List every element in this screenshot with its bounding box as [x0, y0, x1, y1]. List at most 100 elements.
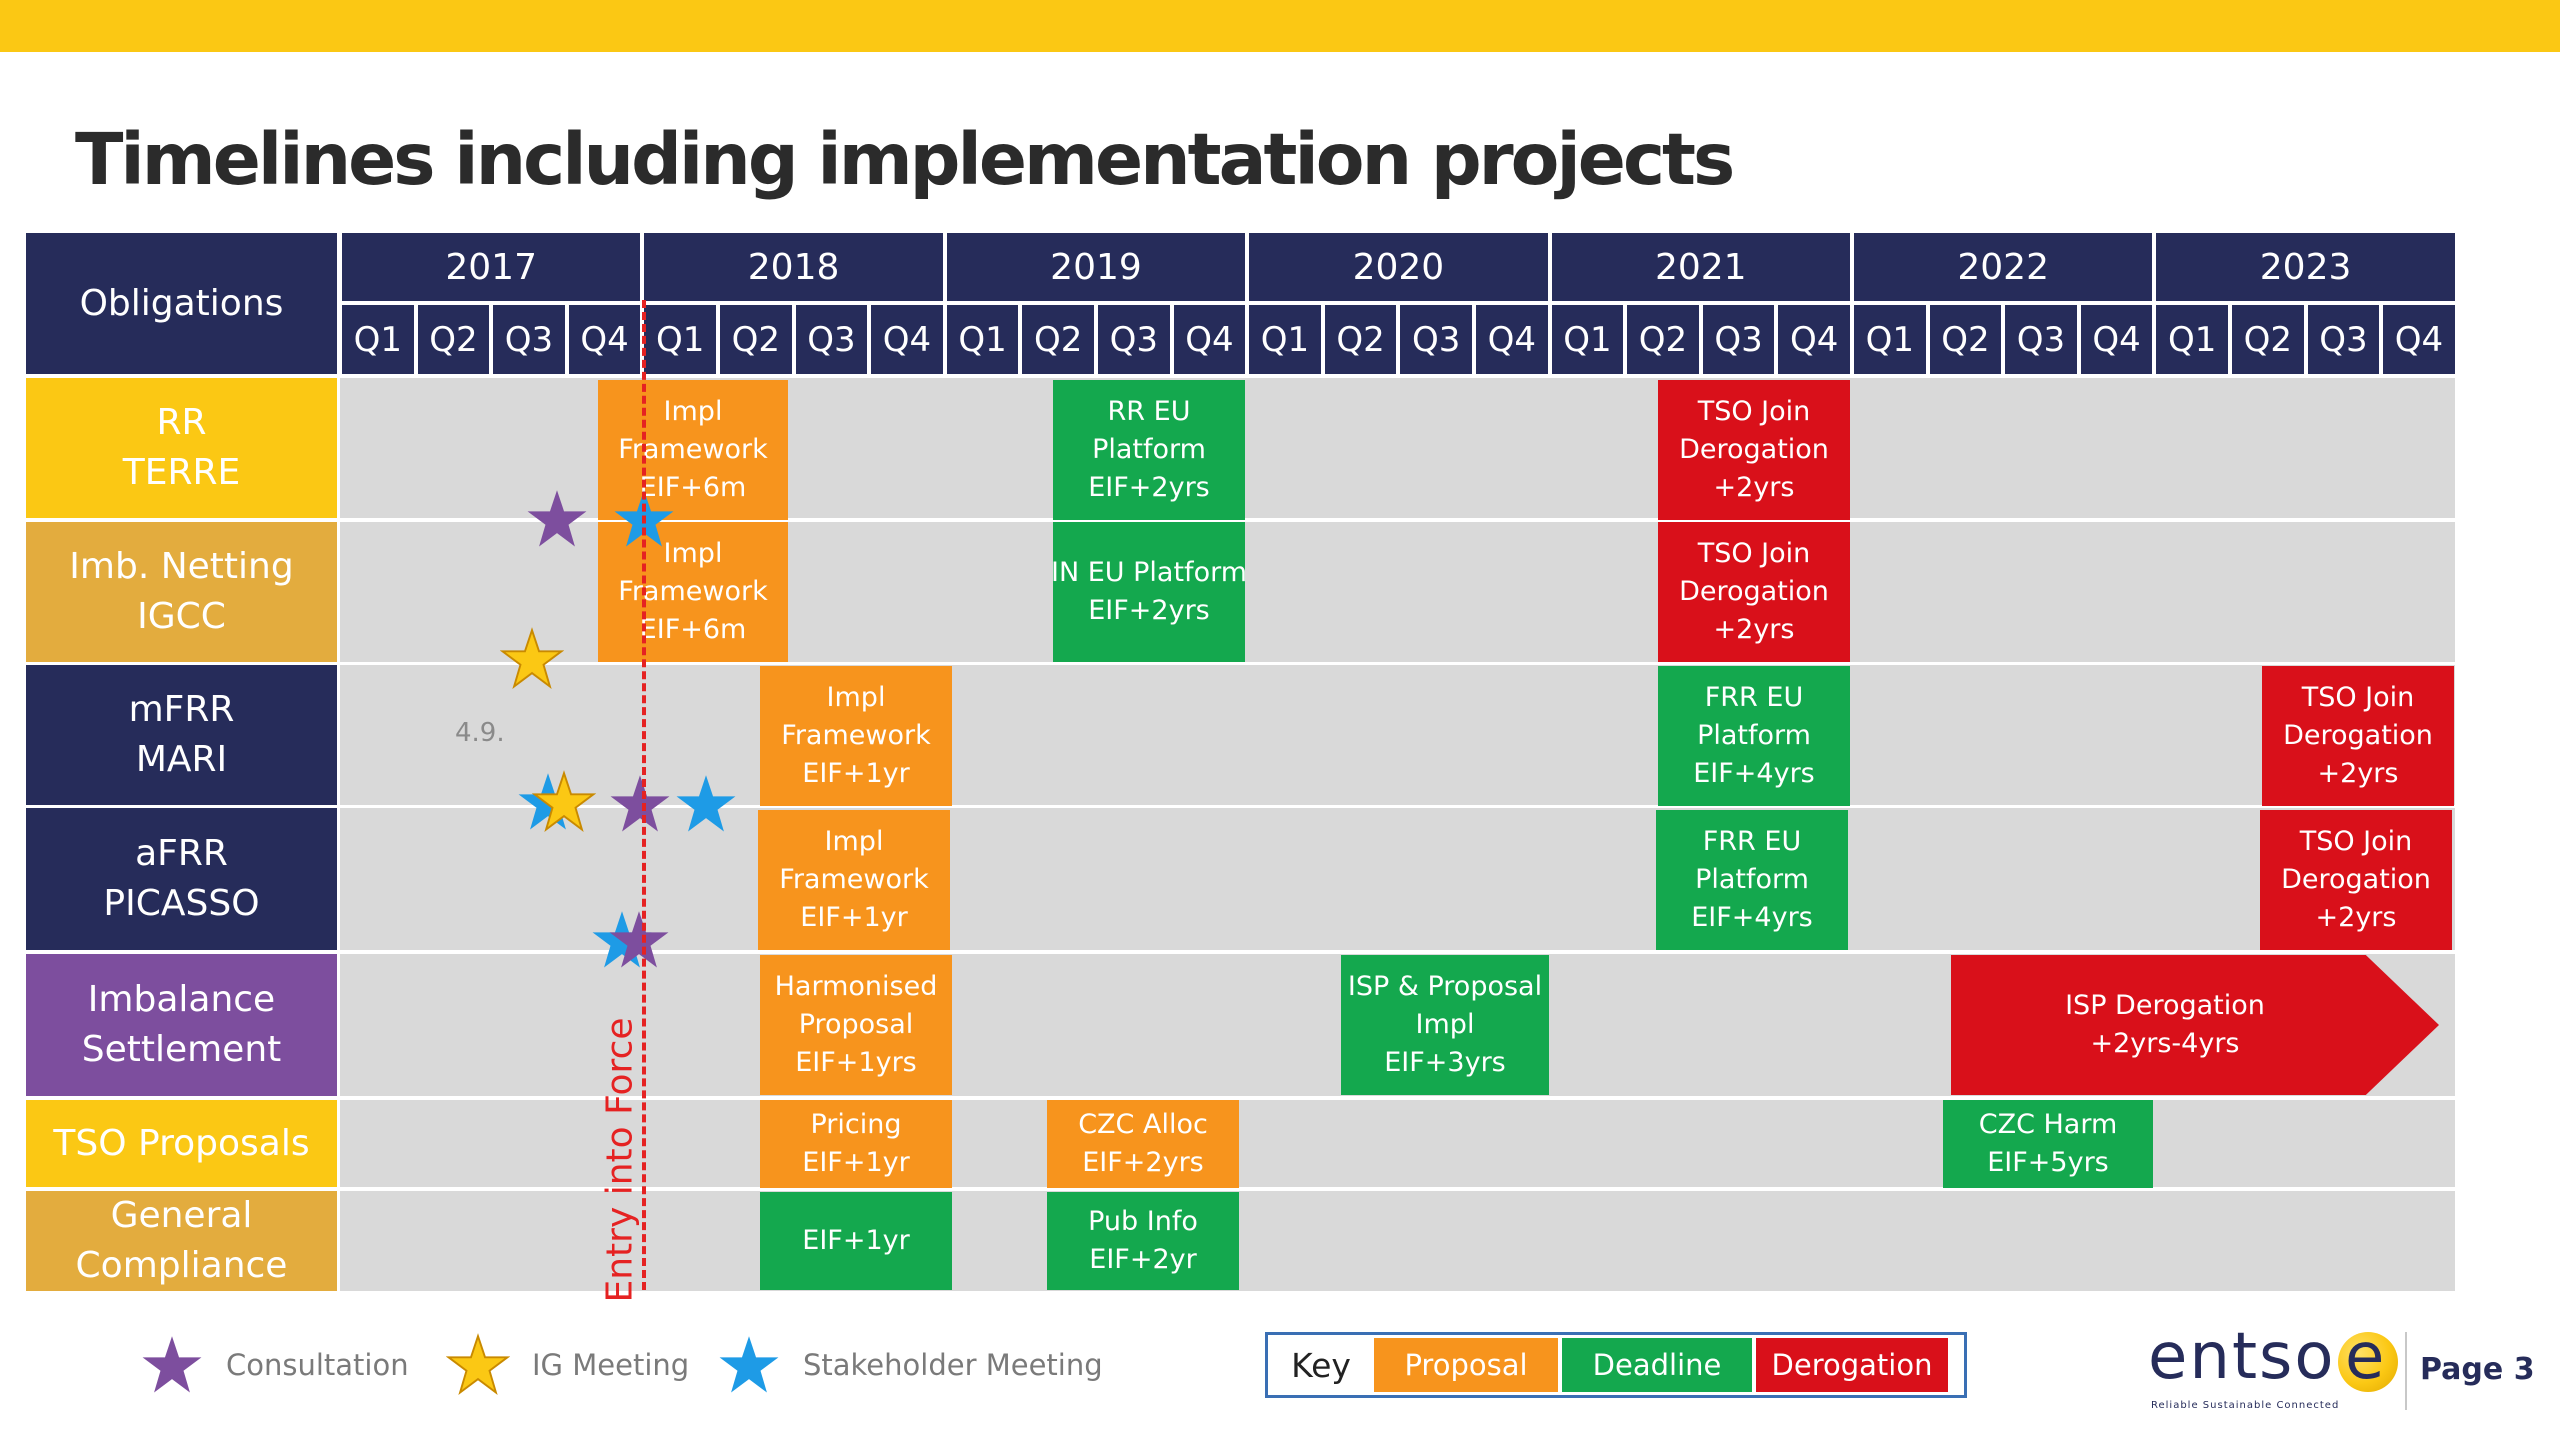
- bar-label-line: EIF+2yr: [1089, 1244, 1197, 1275]
- proposal-bar: Harmonised Proposal EIF+1yrs: [760, 955, 952, 1095]
- bar-label-line: EIF+6m: [639, 472, 747, 503]
- proposal-bar: Pricing EIF+1yr: [760, 1100, 952, 1188]
- bar-label-line: EIF+1yr: [800, 902, 908, 933]
- derogation-bar: ISP Derogation +2yrs-4yrs: [1951, 955, 2439, 1095]
- consultation-star-icon: [525, 487, 589, 551]
- quarter-header: Q4: [1476, 305, 1548, 374]
- proposal-bar: Impl Framework EIF+6m: [598, 522, 788, 662]
- legend-stakeholder-label: Stakeholder Meeting: [803, 1348, 1103, 1382]
- deadline-bar: FRR EU Platform EIF+4yrs: [1658, 666, 1850, 806]
- bar-label-line: IN EU Platform: [1051, 557, 1248, 588]
- quarter-header: Q2: [417, 305, 490, 374]
- bar-label-line: Impl: [826, 682, 886, 713]
- quarter-header: Q3: [2307, 305, 2380, 374]
- obligation-label-line: TSO Proposals: [53, 1122, 310, 1164]
- quarter-header: Q1: [644, 305, 716, 374]
- bar-label-line: EIF+4yrs: [1691, 902, 1813, 933]
- obligation-label-line: Compliance: [75, 1245, 288, 1286]
- quarter-header: Q2: [720, 305, 792, 374]
- derogation-bar: TSO Join Derogation +2yrs: [2260, 810, 2452, 950]
- bar-label-line: EIF+5yrs: [1987, 1147, 2109, 1178]
- obligation-label-line: PICASSO: [103, 883, 260, 924]
- obligation-label-line: RR: [156, 402, 207, 443]
- logo-tagline: Reliable Sustainable Connected: [2151, 1400, 2340, 1411]
- bar-label-line: ISP & Proposal: [1347, 971, 1543, 1002]
- bar-label-line: TSO Join: [1697, 538, 1811, 569]
- logo-e-glyph: e: [2345, 1320, 2385, 1394]
- obligation-label-line: MARI: [135, 739, 228, 780]
- consultation-star-icon: [608, 772, 672, 836]
- deadline-bar: ISP & Proposal Impl EIF+3yrs: [1341, 955, 1549, 1095]
- derogation-bar: TSO Join Derogation +2yrs: [1658, 380, 1850, 520]
- date-note: 4.9.: [455, 718, 505, 748]
- year-header: 2022: [1854, 233, 2153, 301]
- bar-label-line: Framework: [779, 864, 929, 895]
- timeline-lane: [340, 1191, 2455, 1291]
- bar-label-line: Derogation: [2283, 720, 2433, 751]
- ig-meeting-star-icon: [446, 1333, 510, 1397]
- bar-label-line: Framework: [618, 434, 768, 465]
- quarter-header: Q2: [1022, 305, 1094, 374]
- year-header: 2018: [644, 233, 943, 301]
- deadline-bar: FRR EU Platform EIF+4yrs: [1656, 810, 1848, 950]
- quarter-header: Q1: [1854, 305, 1926, 374]
- bar-label-line: +2yrs: [2317, 758, 2399, 789]
- bar-label-line: +2yrs: [2315, 902, 2397, 933]
- deadline-bar: Pub Info EIF+2yr: [1047, 1192, 1239, 1290]
- legend-consultation-label: Consultation: [226, 1348, 409, 1382]
- quarter-header: Q2: [1929, 305, 2002, 374]
- quarter-header: Q4: [568, 305, 641, 374]
- bar-label-line: +2yrs-4yrs: [2090, 1028, 2240, 1059]
- quarter-header: Q4: [1173, 305, 1246, 374]
- timeline-lane: [340, 665, 2455, 805]
- footer-divider: [2405, 1332, 2407, 1410]
- quarter-header: Q3: [2005, 305, 2077, 374]
- timeline-lane: [340, 808, 2455, 950]
- quarter-header: Q1: [2156, 305, 2228, 374]
- obligation-label: Imbalance Settlement: [26, 954, 337, 1096]
- proposal-bar: Impl Framework EIF+1yr: [760, 666, 952, 806]
- legend-ig-meeting-label: IG Meeting: [532, 1348, 690, 1382]
- bar-label-line: ISP Derogation: [2065, 990, 2265, 1021]
- slide-title: Timelines including implementation proje…: [75, 118, 1735, 201]
- bar-label-line: +2yrs: [1713, 472, 1795, 503]
- logo-wordmark: entso: [2148, 1320, 2336, 1394]
- entry-into-force-label: Entry into Force: [599, 1017, 641, 1303]
- quarter-header: Q1: [342, 305, 414, 374]
- bar-label-line: EIF+2yrs: [1088, 595, 1210, 626]
- key-legend: Key Proposal Deadline Derogation: [1265, 1332, 1967, 1398]
- bar-label-line: Platform: [1695, 864, 1809, 895]
- bar-label-line: EIF+1yr: [802, 1147, 910, 1178]
- consultation-star-icon: [140, 1333, 204, 1397]
- ig-star-icon: [532, 770, 596, 834]
- bar-label-line: EIF+3yrs: [1384, 1047, 1506, 1078]
- bar-label-line: Pricing: [810, 1109, 902, 1140]
- bar-label-line: TSO Join: [2301, 682, 2415, 713]
- bar-label-line: FRR EU: [1702, 826, 1802, 857]
- obligation-label: Imb. Netting IGCC: [26, 522, 337, 662]
- bar-label-line: Impl: [663, 538, 723, 569]
- key-title: Key: [1291, 1345, 1351, 1385]
- obligations-header: Obligations: [26, 233, 337, 374]
- quarter-header: Q4: [1778, 305, 1850, 374]
- proposal-bar: Impl Framework EIF+6m: [598, 380, 788, 520]
- key-derogation: Derogation: [1756, 1338, 1948, 1392]
- obligation-label-line: Settlement: [81, 1029, 282, 1070]
- bar-label-line: Framework: [781, 720, 931, 751]
- bar-label-line: Derogation: [1679, 434, 1829, 465]
- consultation-star-icon: [607, 908, 671, 972]
- obligation-label: aFRR PICASSO: [26, 808, 337, 950]
- bar-label-line: +2yrs: [1713, 614, 1795, 645]
- quarter-header: Q4: [2383, 305, 2455, 374]
- quarter-header: Q3: [493, 305, 565, 374]
- page-number: Page 3: [2420, 1352, 2535, 1387]
- proposal-bar: CZC Alloc EIF+2yrs: [1047, 1100, 1239, 1188]
- bar-label-line: EIF+1yr: [802, 758, 910, 789]
- deadline-bar: RR EU Platform EIF+2yrs: [1053, 380, 1245, 520]
- bar-label-line: Pub Info: [1088, 1206, 1198, 1237]
- deadline-bar: EIF+1yr: [760, 1192, 952, 1290]
- year-header: 2023: [2156, 233, 2455, 301]
- year-header: 2021: [1551, 233, 1850, 301]
- obligation-label: TSO Proposals: [26, 1100, 337, 1187]
- deadline-bar: IN EU Platform EIF+2yrs: [1051, 522, 1248, 662]
